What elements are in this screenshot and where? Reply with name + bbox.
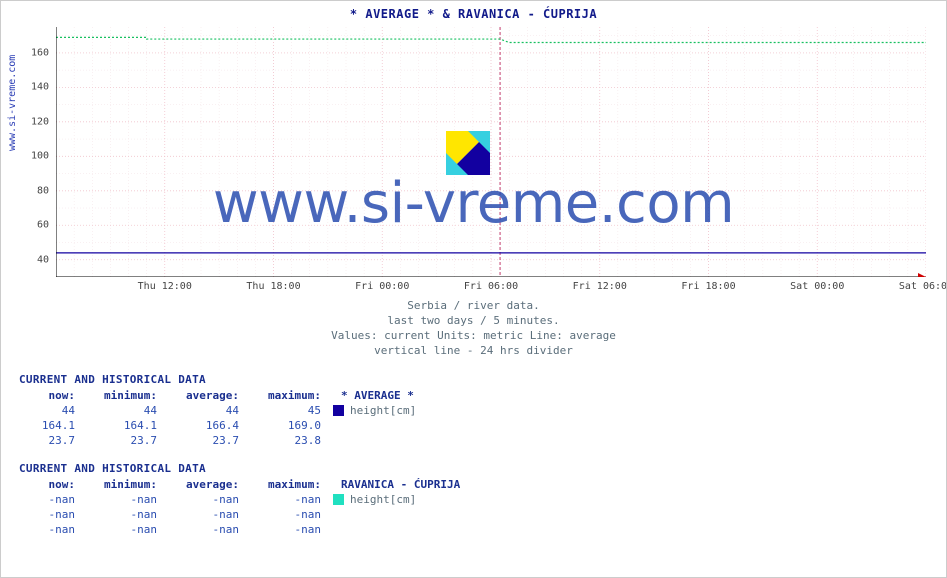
val-min: 164.1 — [87, 419, 169, 432]
data-row: 23.723.723.723.8 — [19, 433, 929, 448]
x-tick-label: Thu 18:00 — [246, 281, 300, 292]
val-min: -nan — [87, 523, 169, 536]
val-now: -nan — [19, 523, 87, 536]
val-now: -nan — [19, 493, 87, 506]
data-row: -nan-nan-nan-nan — [19, 522, 929, 537]
x-tick-label: Fri 00:00 — [355, 281, 409, 292]
data-block: CURRENT AND HISTORICAL DATA now:minimum:a… — [19, 462, 929, 537]
col-max-header: maximum: — [251, 478, 333, 491]
val-avg: -nan — [169, 508, 251, 521]
series-swatch-icon — [333, 494, 344, 505]
val-max: -nan — [251, 523, 333, 536]
y-tick-label: 40 — [1, 254, 49, 265]
data-row: 44444445height[cm] — [19, 403, 929, 418]
data-row: -nan-nan-nan-nan — [19, 507, 929, 522]
x-tick-label: Fri 12:00 — [573, 281, 627, 292]
data-row: 164.1164.1166.4169.0 — [19, 418, 929, 433]
y-tick-label: 60 — [1, 220, 49, 231]
data-header-row: now:minimum:average:maximum:* AVERAGE * — [19, 388, 929, 403]
data-block-title: CURRENT AND HISTORICAL DATA — [19, 462, 929, 475]
y-tick-label: 120 — [1, 116, 49, 127]
col-min-header: minimum: — [87, 478, 169, 491]
val-max: -nan — [251, 508, 333, 521]
x-tick-label: Sat 06:00 — [899, 281, 947, 292]
col-now-header: now: — [19, 478, 87, 491]
val-max: -nan — [251, 493, 333, 506]
caption-line-4: vertical line - 24 hrs divider — [1, 344, 946, 359]
caption-line-2: last two days / 5 minutes. — [1, 314, 946, 329]
x-tick-label: Sat 00:00 — [790, 281, 844, 292]
val-now: 23.7 — [19, 434, 87, 447]
x-tick-labels: Thu 12:00 Thu 18:00 Fri 00:00 Fri 06:00 Fri … — [56, 281, 926, 295]
col-avg-header: average: — [169, 478, 251, 491]
val-min: -nan — [87, 508, 169, 521]
data-tables: CURRENT AND HISTORICAL DATAnow:minimum:a… — [19, 373, 929, 551]
col-min-header: minimum: — [87, 389, 169, 402]
val-now: 164.1 — [19, 419, 87, 432]
y-tick-label: 160 — [1, 47, 49, 58]
y-tick-label: 140 — [1, 82, 49, 93]
val-max: 169.0 — [251, 419, 333, 432]
caption-line-1: Serbia / river data. — [1, 299, 946, 314]
x-tick-label: Fri 06:00 — [464, 281, 518, 292]
data-block: CURRENT AND HISTORICAL DATA now:minimum:a… — [19, 373, 929, 448]
series-label: height[cm] — [350, 404, 416, 417]
data-row: -nan-nan-nan-nanheight[cm] — [19, 492, 929, 507]
val-min: 23.7 — [87, 434, 169, 447]
data-header-row: now:minimum:average:maximum:RAVANICA - Ć… — [19, 477, 929, 492]
col-max-header: maximum: — [251, 389, 333, 402]
series-swatch-icon — [333, 405, 344, 416]
val-avg: 166.4 — [169, 419, 251, 432]
val-max: 23.8 — [251, 434, 333, 447]
val-avg: 44 — [169, 404, 251, 417]
series-title: RAVANICA - ĆUPRIJA — [333, 478, 472, 491]
x-tick-label: Fri 18:00 — [681, 281, 735, 292]
series-title: * AVERAGE * — [333, 389, 426, 402]
page-root: * AVERAGE * & RAVANICA - ĆUPRIJA www.si-… — [0, 0, 947, 578]
chart-area — [56, 27, 926, 277]
y-tick-label: 80 — [1, 185, 49, 196]
chart-title: * AVERAGE * & RAVANICA - ĆUPRIJA — [1, 7, 946, 21]
series-label: height[cm] — [350, 493, 416, 506]
val-now: -nan — [19, 508, 87, 521]
val-now: 44 — [19, 404, 87, 417]
col-avg-header: average: — [169, 389, 251, 402]
val-avg: -nan — [169, 523, 251, 536]
val-max: 45 — [251, 404, 333, 417]
val-min: -nan — [87, 493, 169, 506]
x-tick-label: Thu 12:00 — [138, 281, 192, 292]
y-tick-label: 100 — [1, 151, 49, 162]
chart-caption: Serbia / river data. last two days / 5 m… — [1, 299, 946, 358]
y-tick-labels: 40 60 80 100 120 140 160 — [1, 27, 51, 277]
val-avg: 23.7 — [169, 434, 251, 447]
data-block-title: CURRENT AND HISTORICAL DATA — [19, 373, 929, 386]
col-now-header: now: — [19, 389, 87, 402]
caption-line-3: Values: current Units: metric Line: aver… — [1, 329, 946, 344]
val-min: 44 — [87, 404, 169, 417]
chart-svg — [56, 27, 926, 277]
val-avg: -nan — [169, 493, 251, 506]
